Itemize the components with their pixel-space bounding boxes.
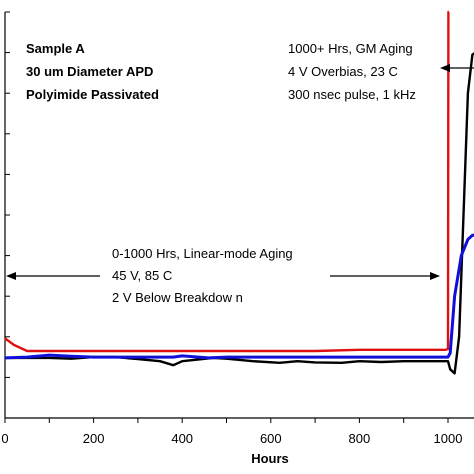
gm-line-2: 4 V Overbias, 23 C — [288, 64, 398, 79]
sample-annotation: Sample A 30 um Diameter APD Polyimide Pa… — [26, 41, 159, 102]
gm-arrow-head — [440, 64, 450, 72]
series-group — [4, 10, 474, 375]
x-tick-label: 1000 — [434, 431, 463, 446]
series-line-3 — [4, 233, 474, 360]
linear-line-2: 45 V, 85 C — [112, 268, 172, 283]
series-line-1 — [4, 10, 450, 353]
gm-line-3: 300 nsec pulse, 1 kHz — [288, 87, 416, 102]
linear-line-1: 0-1000 Hrs, Linear-mode Aging — [112, 246, 293, 261]
linear-mode-arrows — [6, 272, 440, 280]
gm-aging-annotation: 1000+ Hrs, GM Aging 4 V Overbias, 23 C 3… — [288, 41, 416, 102]
x-tick-label: 800 — [349, 431, 371, 446]
arrow-left-head — [6, 272, 16, 280]
sample-line-1: Sample A — [26, 41, 85, 56]
linear-line-3: 2 V Below Breakdow n — [112, 290, 243, 305]
arrow-right-head — [430, 272, 440, 280]
x-axis-label: Hours — [251, 451, 289, 466]
sample-line-2: 30 um Diameter APD — [26, 64, 153, 79]
x-tick-label: 600 — [260, 431, 282, 446]
x-tick-label: 0 — [1, 431, 8, 446]
linear-mode-annotation: 0-1000 Hrs, Linear-mode Aging 45 V, 85 C… — [112, 246, 293, 305]
x-ticks — [4, 418, 449, 423]
sample-line-3: Polyimide Passivated — [26, 87, 159, 102]
gm-aging-arrow — [440, 64, 474, 72]
gm-line-1: 1000+ Hrs, GM Aging — [288, 41, 413, 56]
x-tick-label: 200 — [83, 431, 105, 446]
y-ticks — [5, 11, 10, 419]
x-tick-label: 400 — [171, 431, 193, 446]
x-tick-labels: 0 200 400 600 800 1000 — [1, 431, 462, 446]
